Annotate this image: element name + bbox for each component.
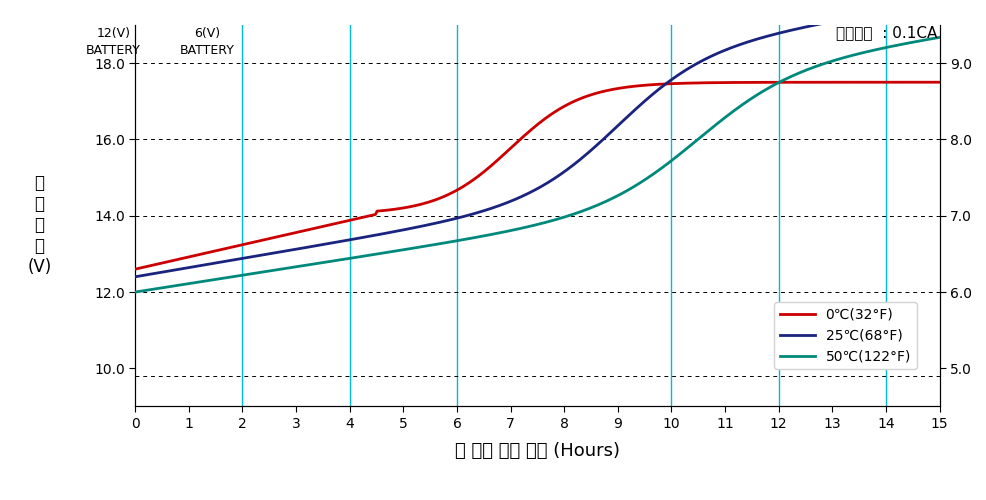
Text: 12(V): 12(V) — [97, 27, 130, 40]
Legend: 0℃(32°F), 25℃(68°F), 50℃(122°F): 0℃(32°F), 25℃(68°F), 50℃(122°F) — [773, 302, 916, 369]
X-axis label: 충 　전 　시 　간 (Hours): 충 전 시 간 (Hours) — [455, 442, 619, 460]
Text: BATTERY: BATTERY — [179, 44, 235, 58]
Text: 단
자
전
압
(V): 단 자 전 압 (V) — [28, 174, 51, 276]
Text: 6(V): 6(V) — [194, 27, 220, 40]
Text: 충전전류  : 0.1CA: 충전전류 : 0.1CA — [835, 25, 937, 40]
Text: BATTERY: BATTERY — [86, 44, 141, 58]
